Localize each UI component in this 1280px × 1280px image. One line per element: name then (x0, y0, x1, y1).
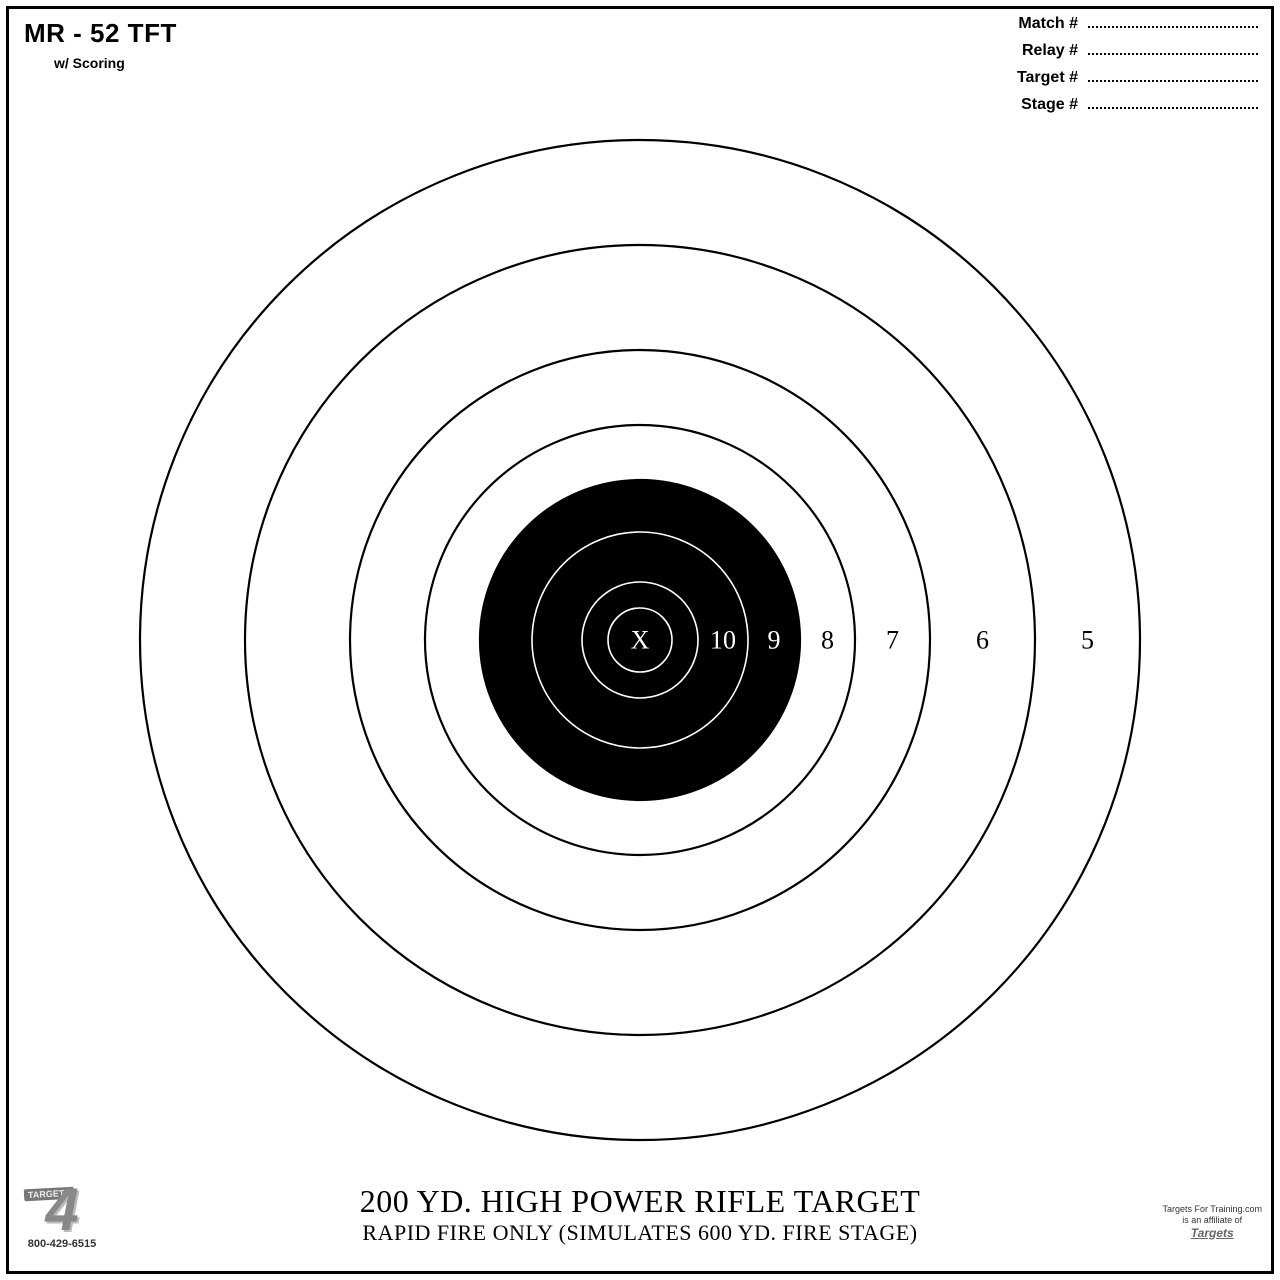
target-title: 200 YD. HIGH POWER RIFLE TARGET (0, 1183, 1280, 1220)
logo-number: 4 (22, 1186, 102, 1234)
ring-label-9: 9 (768, 626, 781, 655)
affiliate-brand: Targets (1162, 1226, 1262, 1240)
ring-label-10: 10 (710, 626, 736, 655)
ring-label-5: 5 (1081, 626, 1094, 655)
ring-label-6: 6 (976, 626, 989, 655)
brand-logo: TARGETS 4 800-429-6515 (22, 1186, 102, 1250)
target-rings: 5 6 7 8 9 10 X (0, 0, 1280, 1280)
ring-label-7: 7 (886, 626, 899, 655)
affiliate-line2: is an affiliate of (1162, 1215, 1262, 1226)
target-subtitle-line: RAPID FIRE ONLY (SIMULATES 600 YD. FIRE … (0, 1220, 1280, 1246)
target-page: MR - 52 TFT w/ Scoring Match # Relay # T… (0, 0, 1280, 1280)
ring-label-8: 8 (821, 626, 834, 655)
ring-label-X: X (631, 626, 650, 655)
affiliate-line1: Targets For Training.com (1162, 1204, 1262, 1215)
affiliate-note: Targets For Training.com is an affiliate… (1162, 1204, 1262, 1240)
target-title-block: 200 YD. HIGH POWER RIFLE TARGET RAPID FI… (0, 1183, 1280, 1246)
